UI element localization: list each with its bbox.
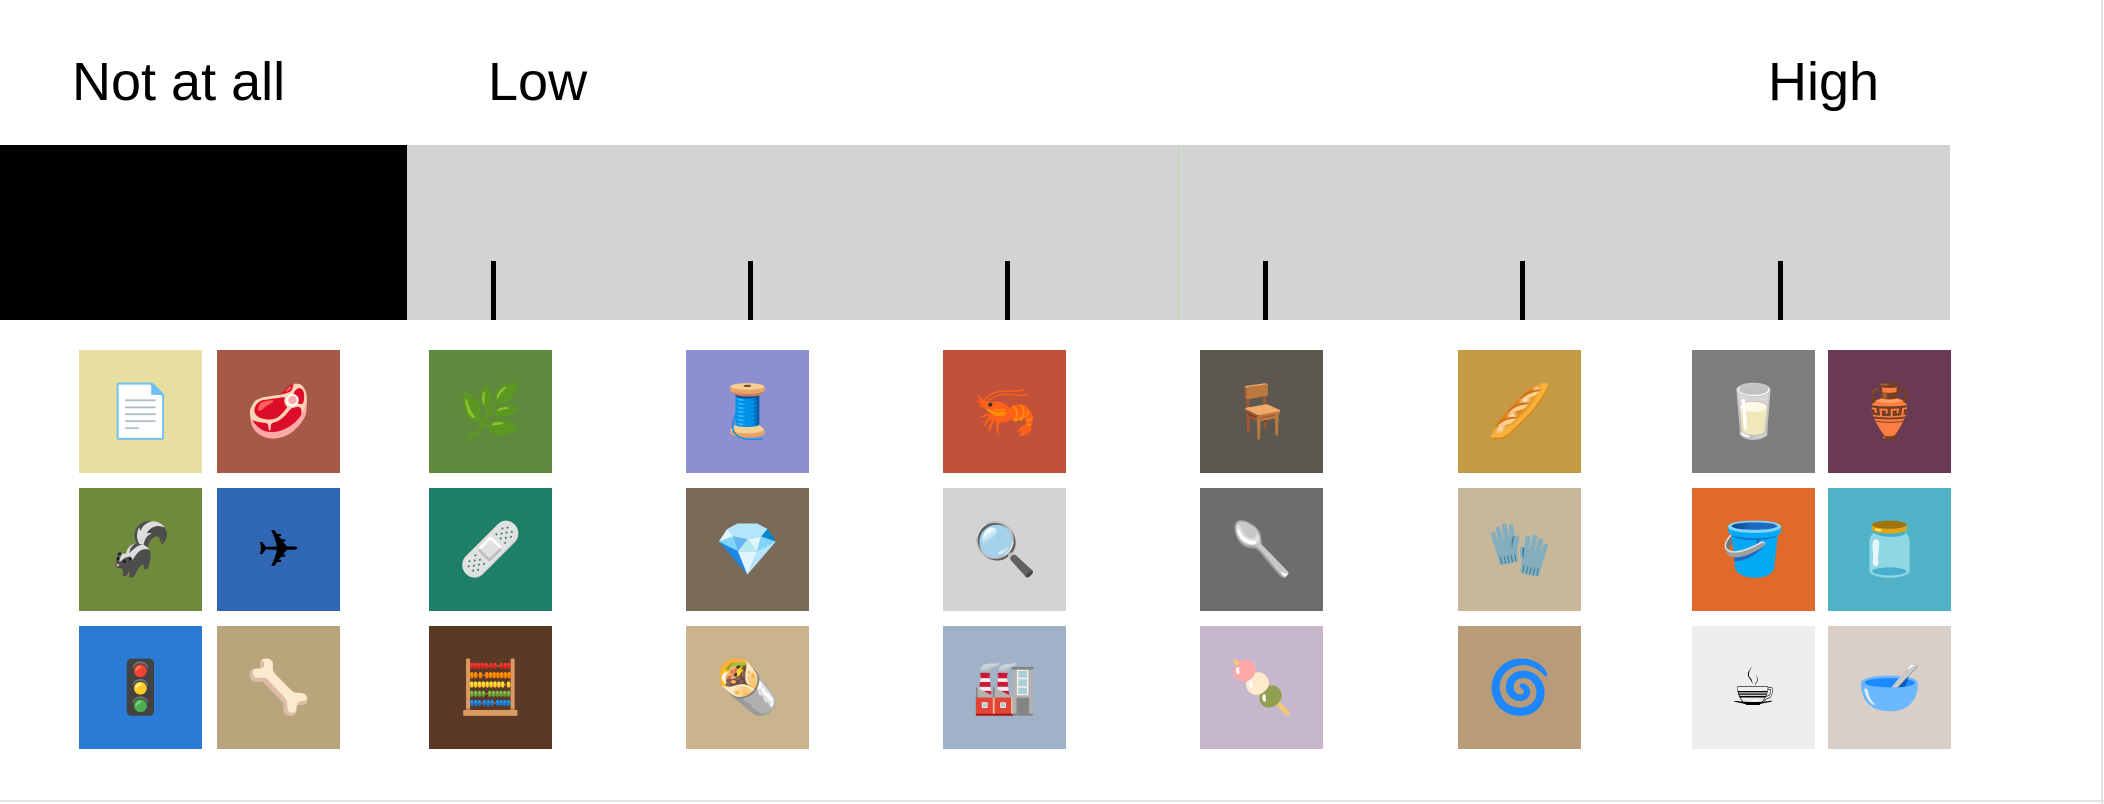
shrimp-icon: 🦐	[972, 381, 1037, 442]
scale-tick	[1005, 261, 1010, 320]
skunk-image[interactable]: 🦨	[79, 488, 202, 611]
measuring-cup-icon: 🥛	[1721, 381, 1786, 442]
sling-icon: 🩹	[458, 519, 523, 580]
low-label: Low	[488, 52, 588, 112]
skeleton-fossil-image[interactable]: 🦴	[217, 626, 340, 749]
bone-icon: 🦴	[246, 657, 311, 718]
magnifier-icon: 🔍	[972, 519, 1037, 580]
airplane-icon: ✈	[256, 519, 301, 580]
bucket-icon: 🪣	[1721, 519, 1786, 580]
glass-sculpture-image[interactable]: 🌀	[1458, 626, 1581, 749]
popsicles-image[interactable]: 🍡	[1200, 626, 1323, 749]
scale-tick	[491, 261, 496, 320]
scale-tick	[1778, 261, 1783, 320]
traffic-light-image[interactable]: 🚦	[79, 626, 202, 749]
scale-tick	[1520, 261, 1525, 320]
arm-sling-image[interactable]: 🩹	[429, 488, 552, 611]
burrito-image[interactable]: 🌯	[686, 626, 809, 749]
airplane-wing-image[interactable]: ✈	[217, 488, 340, 611]
scale-tick	[1263, 261, 1268, 320]
high-chair-image[interactable]: 🪑	[1200, 350, 1323, 473]
page-right-border	[2101, 0, 2103, 804]
chimney-image[interactable]: 🏭	[943, 626, 1066, 749]
traffic-light-icon: 🚦	[108, 657, 173, 718]
shrimp-image[interactable]: 🦐	[943, 350, 1066, 473]
gemstones-image[interactable]: 💎	[686, 488, 809, 611]
scale-midpoint-divider	[1178, 145, 1179, 320]
scale-tick	[748, 261, 753, 320]
stirrer-icon: 🥄	[1229, 519, 1294, 580]
measuring-cup-image[interactable]: 🥛	[1692, 350, 1815, 473]
bowl-image[interactable]: 🥣	[1828, 626, 1951, 749]
chimney-icon: 🏭	[972, 657, 1037, 718]
herbs-image[interactable]: 🌿	[429, 350, 552, 473]
abacus-icon: 🧮	[458, 657, 523, 718]
high-label: High	[1768, 52, 1880, 112]
fabric-texture-image[interactable]: 🧵	[686, 350, 809, 473]
glove-image[interactable]: 🧤	[1458, 488, 1581, 611]
pitcher-icon: 🏺	[1857, 381, 1922, 442]
papers-image[interactable]: 📄	[79, 350, 202, 473]
bowl-icon: 🥣	[1857, 657, 1922, 718]
meat-icon: 🥩	[246, 381, 311, 442]
jar-icon: 🫙	[1857, 519, 1922, 580]
not-at-all-label: Not at all	[72, 52, 286, 112]
meat-loaf-image[interactable]: 🥩	[217, 350, 340, 473]
burrito-icon: 🌯	[715, 657, 780, 718]
chair-icon: 🪑	[1229, 381, 1294, 442]
skunk-icon: 🦨	[108, 519, 173, 580]
glass-stirrers-image[interactable]: 🥄	[1200, 488, 1323, 611]
herb-icon: 🌿	[458, 381, 523, 442]
popsicle-icon: 🍡	[1229, 657, 1294, 718]
not-at-all-segment[interactable]	[0, 145, 407, 320]
page-bottom-border	[0, 800, 2104, 802]
teacup-image[interactable]: ☕	[1692, 626, 1815, 749]
purple-pitcher-image[interactable]: 🏺	[1828, 350, 1951, 473]
magnifying-glass-image[interactable]: 🔍	[943, 488, 1066, 611]
rolling-pin-icon: 🥖	[1487, 381, 1552, 442]
glass-icon: 🌀	[1487, 657, 1552, 718]
papers-icon: 📄	[108, 381, 173, 442]
gem-icon: 💎	[715, 519, 780, 580]
abacus-image[interactable]: 🧮	[429, 626, 552, 749]
rolling-pins-image[interactable]: 🥖	[1458, 350, 1581, 473]
teacup-icon: ☕	[1730, 657, 1777, 718]
glove-icon: 🧤	[1487, 519, 1552, 580]
mason-jar-image[interactable]: 🫙	[1828, 488, 1951, 611]
fabric-icon: 🧵	[715, 381, 780, 442]
orange-bucket-image[interactable]: 🪣	[1692, 488, 1815, 611]
